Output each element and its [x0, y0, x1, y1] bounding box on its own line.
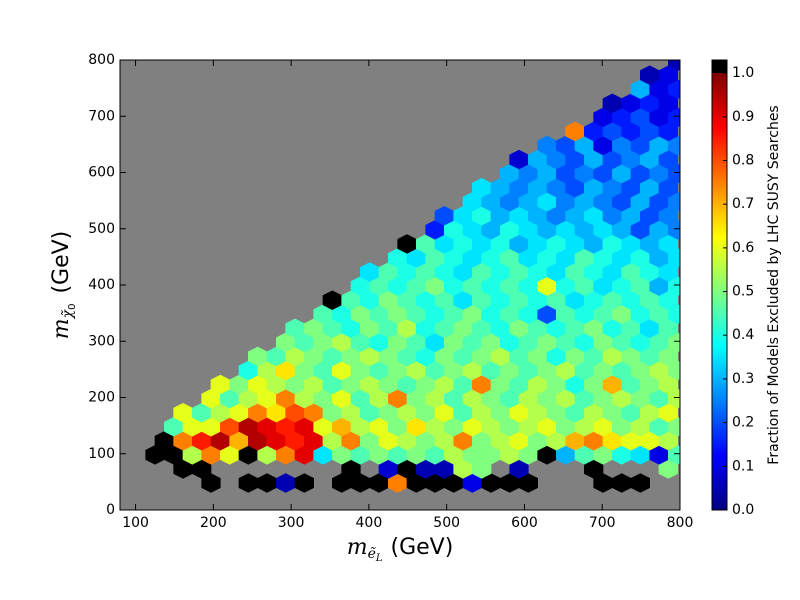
y-tick-label: 500 [88, 221, 115, 237]
x-axis-label: mẽL (GeV) [347, 535, 454, 564]
x-tick-label: 600 [511, 515, 538, 531]
colorbar-tick-label: 0.8 [732, 152, 754, 168]
y-tick-label: 400 [88, 277, 115, 293]
x-label-symbol: m [347, 535, 368, 560]
y-tick-label: 800 [88, 52, 115, 68]
colorbar-tick-label: 0.1 [732, 458, 754, 474]
x-label-sub: ẽ [368, 546, 377, 562]
colorbar-tick-label: 0.4 [732, 327, 754, 343]
x-tick-label: 400 [356, 515, 383, 531]
x-tick-label: 700 [589, 515, 616, 531]
colorbar-tick-label: 0.2 [732, 415, 754, 431]
y-label-symbol: m [49, 318, 74, 339]
colorbar [711, 59, 728, 511]
colorbar-label: Fraction of Models Excluded by LHC SUSY … [766, 105, 782, 464]
colorbar-tick-label: 1.0 [732, 65, 754, 81]
x-label-unit: (GeV) [391, 535, 454, 560]
hex-cell [294, 473, 314, 493]
colorbar-tick-label: 0.0 [732, 502, 754, 518]
x-label-subsub: L [375, 553, 383, 564]
y-tick-label: 200 [88, 390, 115, 406]
x-tick-label: 300 [278, 515, 305, 531]
x-tick-label: 800 [667, 515, 694, 531]
x-tick-label: 200 [200, 515, 227, 531]
y-tick-label: 600 [88, 165, 115, 181]
y-tick-label: 700 [88, 108, 115, 124]
y-tick-label: 0 [106, 502, 115, 518]
x-tick-label: 500 [433, 515, 460, 531]
y-label-unit: (GeV) [49, 231, 74, 294]
y-axis-label: mχ̃0 (GeV) [49, 231, 78, 340]
colorbar-tick-label: 0.9 [732, 109, 754, 125]
colorbar-tick-label: 0.7 [732, 196, 754, 212]
y-label-subsub: 0 [67, 304, 78, 310]
colorbar-tick-label: 0.6 [732, 240, 754, 256]
colorbar-tick-label: 0.3 [732, 371, 754, 387]
colorbar-tick-label: 0.5 [732, 284, 754, 300]
y-tick-label: 300 [88, 333, 115, 349]
x-tick-label: 100 [122, 515, 149, 531]
y-label-sub: χ̃ [60, 308, 76, 319]
hex-cell [630, 473, 650, 493]
hexbin-layer [145, 60, 680, 493]
hex-cell [668, 60, 680, 71]
y-tick-label: 100 [88, 446, 115, 462]
